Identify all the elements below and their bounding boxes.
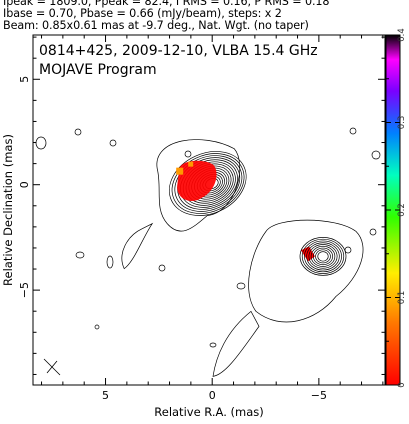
y-tick-label: 0 — [18, 181, 31, 188]
noise-contour — [349, 127, 357, 135]
colorbar-tick-label: 0 — [397, 382, 407, 387]
noise-contour — [94, 324, 100, 330]
axis-ticks: 5 0 −5 5 0 −5 — [18, 35, 385, 402]
x-tick-label: 5 — [102, 389, 109, 402]
header-line-2: Ibase = 0.70, Pbase = 0.66 (mJy/beam), s… — [3, 7, 282, 20]
colorbar-tick-label: 0.2 — [397, 203, 407, 217]
x-axis-label: Relative R.A. (mas) — [154, 405, 263, 419]
header-line-3: Beam: 0.85x0.61 mas at -9.7 deg., Nat. W… — [3, 19, 309, 32]
noise-contour — [209, 342, 217, 348]
contour-layer — [35, 127, 381, 377]
noise-contour — [158, 264, 166, 272]
colorbar-tick-label: 0.3 — [397, 116, 407, 130]
y-tick-label: −5 — [18, 282, 31, 298]
noise-contour — [109, 139, 117, 147]
x-tick-label: −5 — [311, 389, 327, 402]
core-contour — [171, 153, 245, 214]
southwest-contour — [306, 242, 340, 271]
polarization-southwest — [301, 246, 315, 262]
colorbar-tick-label: 0.4 — [397, 28, 407, 42]
noise-contour — [184, 150, 192, 158]
jet-contour — [121, 222, 154, 270]
noise-contour — [35, 136, 47, 150]
plot-title: 0814+425, 2009-12-10, VLBA 15.4 GHz — [39, 43, 318, 59]
noise-contour — [74, 128, 82, 136]
noise-contour — [344, 246, 352, 254]
southwest-contour — [301, 238, 345, 274]
header-line-1: Ipeak = 1809.0, Ppeak = 82.4, I RMS = 0.… — [3, 0, 330, 8]
beam-marker — [46, 360, 58, 374]
x-tick-label: 0 — [209, 389, 216, 402]
colorbar-ticks: 0 0.1 0.2 0.3 0.4 — [386, 28, 407, 388]
core-contour — [174, 155, 243, 212]
y-axis-label: Relative Declination (mas) — [1, 134, 15, 286]
southwest-contour — [317, 251, 329, 262]
polarization-peak — [188, 161, 194, 167]
southwest-contour — [304, 240, 342, 273]
colorbar-tick-label: 0.1 — [397, 291, 407, 305]
core-contour — [168, 151, 247, 216]
plot-subtitle: MOJAVE Program — [39, 62, 157, 78]
plot-frame — [32, 34, 386, 386]
polarization-peak — [176, 167, 184, 175]
southwest-tail-contour — [212, 310, 260, 377]
southwest-contour — [299, 237, 347, 276]
southwest-contour — [315, 249, 331, 264]
southwest-outer-contour — [248, 219, 364, 323]
southwest-contour — [310, 245, 336, 267]
noise-contour — [106, 255, 114, 269]
noise-contour — [75, 251, 85, 259]
noise-contour — [369, 228, 377, 236]
noise-contour — [371, 150, 381, 160]
southwest-contour — [312, 247, 334, 266]
noise-contour — [236, 282, 246, 290]
polarization-core — [177, 160, 217, 202]
y-tick-label: 5 — [18, 76, 31, 83]
southwest-contour — [308, 244, 338, 269]
